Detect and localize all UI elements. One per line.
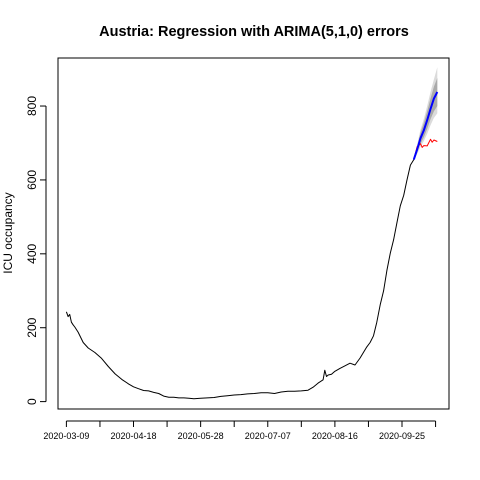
observed-series-line: [65, 159, 415, 400]
y-tick-label: 0: [25, 398, 39, 405]
y-tick-label: 200: [25, 317, 39, 337]
x-tick-label: 2020-09-25: [379, 431, 425, 441]
forecast-series-line: [412, 91, 439, 160]
x-tick-label: 2020-04-18: [110, 431, 156, 441]
y-tick-label: 600: [25, 170, 39, 190]
x-tick-label: 2020-07-07: [245, 431, 291, 441]
y-tick-label: 400: [25, 243, 39, 263]
axes: 0 200 400 600 800 2020-03-09 2020-04-18 2020-05…: [25, 96, 437, 441]
x-tick-label: 2020-08-16: [312, 431, 358, 441]
chart-title: Austria: Regression with ARIMA(5,1,0) er…: [99, 24, 409, 40]
y-tick-label: 800: [25, 96, 39, 116]
x-tick-label: 2020-05-28: [178, 431, 224, 441]
y-axis-label: ICU occupancy: [1, 192, 15, 273]
plot-frame: [57, 57, 450, 410]
series-lines: [65, 91, 439, 400]
x-tick-label: 2020-03-09: [43, 431, 89, 441]
